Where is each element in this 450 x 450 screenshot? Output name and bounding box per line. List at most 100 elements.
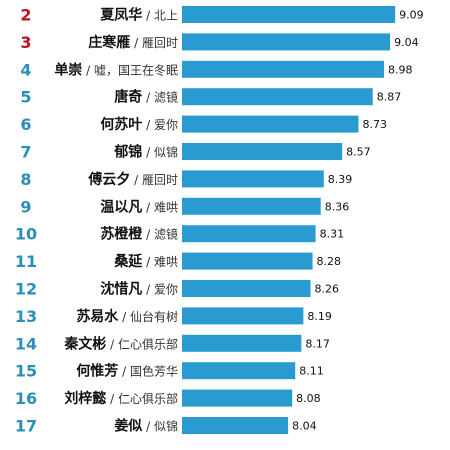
bar-rank-5 <box>182 88 373 106</box>
value-label: 8.39 <box>328 173 353 186</box>
character-name: 单崇 <box>54 61 82 78</box>
row-label: 唐奇 / 滤镜 <box>114 89 178 106</box>
rank-number: 13 <box>15 307 37 326</box>
character-name: 唐奇 <box>114 89 142 106</box>
row-label: 单崇 / 嘘，国王在冬眠 <box>54 61 178 78</box>
rank-number: 5 <box>20 88 31 107</box>
character-name: 夏凤华 <box>100 7 142 24</box>
character-name: 郁锦 <box>113 144 142 161</box>
work-title: 仁心俱乐部 <box>118 336 178 351</box>
bar-rank-2 <box>182 6 396 23</box>
work-title: 难哄 <box>154 255 178 269</box>
bar-rank-9 <box>182 197 321 215</box>
bar-rank-3 <box>182 33 391 51</box>
label-separator: / <box>142 118 154 132</box>
bar-rank-11 <box>182 252 313 270</box>
row-label: 苏橙橙 / 滤镜 <box>100 226 178 243</box>
rank-number: 15 <box>15 362 37 381</box>
row-label: 郁锦 / 似锦 <box>113 144 178 161</box>
bar-rank-10 <box>182 225 316 243</box>
label-separator: / <box>130 36 142 50</box>
row-label: 何惟芳 / 国色芳华 <box>76 363 178 380</box>
rank-number: 4 <box>20 60 31 79</box>
bar-rank-4 <box>182 60 384 78</box>
row-label: 苏易水 / 仙台有树 <box>76 308 178 325</box>
work-title: 滤镜 <box>154 227 178 242</box>
label-separator: / <box>118 310 130 324</box>
label-separator: / <box>142 283 154 297</box>
value-label: 8.08 <box>296 392 321 405</box>
rank-number: 7 <box>20 143 31 162</box>
label-separator: / <box>142 146 154 160</box>
work-title: 爱你 <box>154 283 178 297</box>
value-label: 8.87 <box>377 91 402 104</box>
rank-number: 9 <box>20 197 31 216</box>
label-separator: / <box>142 255 154 269</box>
row-label: 夏凤华 / 北上 <box>100 7 178 24</box>
work-title: 雁回时 <box>142 36 178 50</box>
row-label: 何苏叶 / 爱你 <box>100 116 178 133</box>
bar-rank-17 <box>182 417 289 434</box>
label-separator: / <box>142 200 154 214</box>
character-name: 庄寒雁 <box>88 34 130 51</box>
value-label: 9.04 <box>394 36 419 49</box>
rank-number: 10 <box>15 225 37 244</box>
work-title: 似锦 <box>154 146 178 160</box>
work-title: 仁心俱乐部 <box>118 391 178 406</box>
rank-number: 8 <box>20 170 31 189</box>
value-label: 8.31 <box>320 228 345 241</box>
label-separator: / <box>106 337 118 351</box>
work-title: 国色芳华 <box>130 365 178 379</box>
label-separator: / <box>118 365 130 379</box>
work-title: 嘘，国王在冬眠 <box>94 62 178 77</box>
value-label: 8.04 <box>292 420 317 433</box>
rank-number: 14 <box>15 334 37 353</box>
bar-rank-7 <box>182 143 343 160</box>
rank-number: 2 <box>20 6 31 25</box>
work-title: 似锦 <box>154 420 178 434</box>
row-label: 刘梓懿 / 仁心俱乐部 <box>64 390 178 407</box>
rank-number: 6 <box>20 115 31 134</box>
bar-rank-16 <box>182 389 293 407</box>
rank-number: 12 <box>15 280 37 299</box>
work-title: 仙台有树 <box>130 309 178 324</box>
row-label: 傅云夕 / 雁回时 <box>87 171 178 188</box>
value-label: 8.36 <box>325 200 350 213</box>
rank-number: 17 <box>15 417 37 436</box>
label-separator: / <box>106 392 118 406</box>
rank-number: 11 <box>15 252 37 271</box>
value-label: 9.09 <box>399 9 424 22</box>
label-separator: / <box>142 228 154 242</box>
work-title: 北上 <box>154 9 178 23</box>
work-title: 难哄 <box>154 200 178 214</box>
bar-rank-13 <box>182 307 304 325</box>
label-separator: / <box>82 63 94 77</box>
character-name: 何惟芳 <box>76 363 118 380</box>
label-separator: / <box>142 420 154 434</box>
value-label: 8.19 <box>307 310 332 323</box>
bar-rank-14 <box>182 334 302 352</box>
rank-number: 16 <box>15 389 37 408</box>
row-label: 庄寒雁 / 雁回时 <box>88 34 178 51</box>
value-label: 8.11 <box>299 365 324 378</box>
label-separator: / <box>142 9 154 23</box>
bar-rank-15 <box>182 362 296 380</box>
label-separator: / <box>130 173 142 187</box>
row-label: 秦文彬 / 仁心俱乐部 <box>63 335 178 352</box>
character-name: 苏易水 <box>76 308 119 325</box>
value-label: 8.26 <box>315 283 340 296</box>
value-label: 8.28 <box>317 255 342 268</box>
character-name: 姜似 <box>114 418 142 435</box>
value-label: 8.57 <box>346 146 371 159</box>
bar-rank-8 <box>182 170 324 188</box>
value-label: 8.73 <box>362 118 387 131</box>
value-label: 8.17 <box>305 337 330 350</box>
rank-number: 3 <box>20 33 31 52</box>
character-name: 沈惜凡 <box>100 281 142 298</box>
work-title: 滤镜 <box>154 90 178 105</box>
character-name: 温以凡 <box>100 199 142 215</box>
label-separator: / <box>142 91 154 105</box>
character-name: 秦文彬 <box>63 335 106 352</box>
character-name: 桑延 <box>114 253 143 270</box>
